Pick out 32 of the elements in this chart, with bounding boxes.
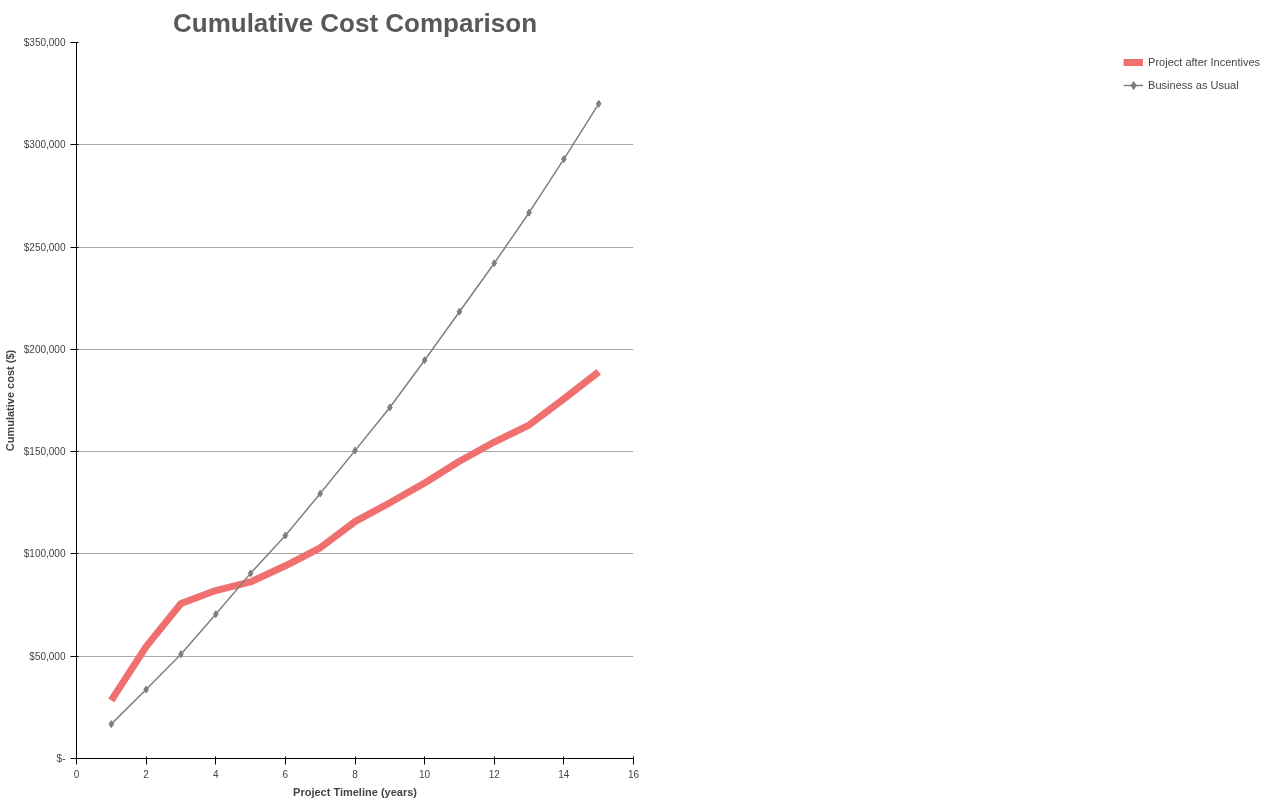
x-tick-label: 2 <box>143 768 150 780</box>
y-tick-label: $50,000 <box>29 650 66 662</box>
legend-label: Business as Usual <box>1148 79 1239 91</box>
chart-title: Cumulative Cost Comparison <box>172 7 538 38</box>
point <box>212 610 219 619</box>
point <box>282 531 289 540</box>
legend-label: Project after Incentives <box>1148 56 1260 68</box>
y-tick-label: $150,000 <box>23 446 66 458</box>
y-tick-label: $100,000 <box>23 548 66 560</box>
x-tick-label: 10 <box>419 768 431 780</box>
point <box>386 403 393 412</box>
x-tick-label: 8 <box>352 768 359 780</box>
point <box>595 99 602 108</box>
y-tick-label: $300,000 <box>23 139 66 151</box>
y-axis-title: Cumulative cost ($) <box>3 349 16 452</box>
x-tick-label: 6 <box>282 768 289 780</box>
point <box>491 259 498 268</box>
x-tick-label: 14 <box>558 768 570 780</box>
y-tick-label: $- <box>56 753 66 764</box>
y-tick-label: $200,000 <box>23 343 66 355</box>
point <box>247 569 254 578</box>
y-tick-label: $250,000 <box>23 241 66 253</box>
x-tick-label: 16 <box>627 768 640 780</box>
point <box>108 720 115 729</box>
point <box>456 307 463 316</box>
x-tick-label: 4 <box>212 768 219 780</box>
x-tick-label: 0 <box>73 768 80 780</box>
point <box>421 356 428 365</box>
y-tick-label: $350,000 <box>23 37 66 48</box>
point <box>317 489 324 498</box>
x-axis-title: Project Timeline (years) <box>293 785 418 798</box>
x-tick-label: 12 <box>488 768 501 780</box>
